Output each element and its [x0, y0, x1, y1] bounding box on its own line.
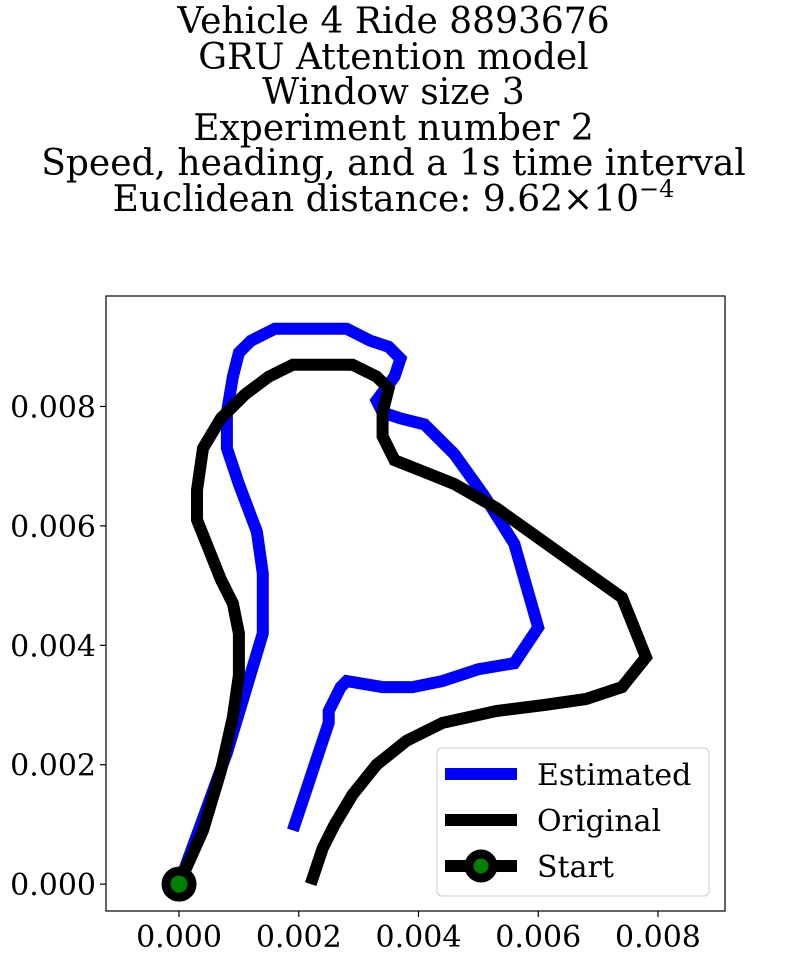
legend-label-estimated: Estimated — [537, 758, 691, 793]
title-line-3: Window size 3 — [262, 72, 525, 113]
legend-box — [436, 747, 710, 897]
legend-start-marker — [464, 849, 498, 883]
title-line-2: GRU Attention model — [198, 36, 589, 78]
title-line-1: Vehicle 4 Ride 8893676 — [177, 1, 610, 42]
series-line-estimated — [173, 322, 545, 887]
y-tick-label: 0.000 — [10, 868, 96, 903]
x-tick-label: 0.000 — [136, 920, 222, 955]
y-tick-label: 0.006 — [10, 510, 96, 545]
title-line-4: Experiment number 2 — [193, 107, 594, 149]
x-tick-label: 0.006 — [495, 920, 581, 955]
x-tick-label: 0.008 — [615, 920, 701, 955]
x-tick-label: 0.004 — [376, 920, 462, 955]
y-tick-label: 0.002 — [10, 749, 96, 784]
legend-label-original: Original — [537, 804, 661, 839]
title-distance: Euclidean distance: 9.62×10−4 — [0, 177, 787, 220]
x-tick-label: 0.002 — [256, 920, 342, 955]
distance-label: Euclidean distance: 9.62 — [112, 178, 564, 220]
distance-exponent: −4 — [639, 174, 675, 203]
distance-times: × — [563, 178, 594, 220]
distance-base: 10 — [593, 178, 640, 220]
y-tick-label: 0.004 — [10, 629, 96, 664]
series-line-original — [173, 358, 653, 887]
y-tick-label: 0.008 — [10, 390, 96, 425]
chart-title: Vehicle 4 Ride 8893676 GRU Attention mod… — [0, 4, 787, 217]
start-marker — [161, 866, 197, 902]
legend-label-start: Start — [537, 850, 614, 885]
title-line-5: Speed, heading, and a 1s time interval — [41, 143, 746, 184]
plot-frame — [105, 295, 726, 912]
